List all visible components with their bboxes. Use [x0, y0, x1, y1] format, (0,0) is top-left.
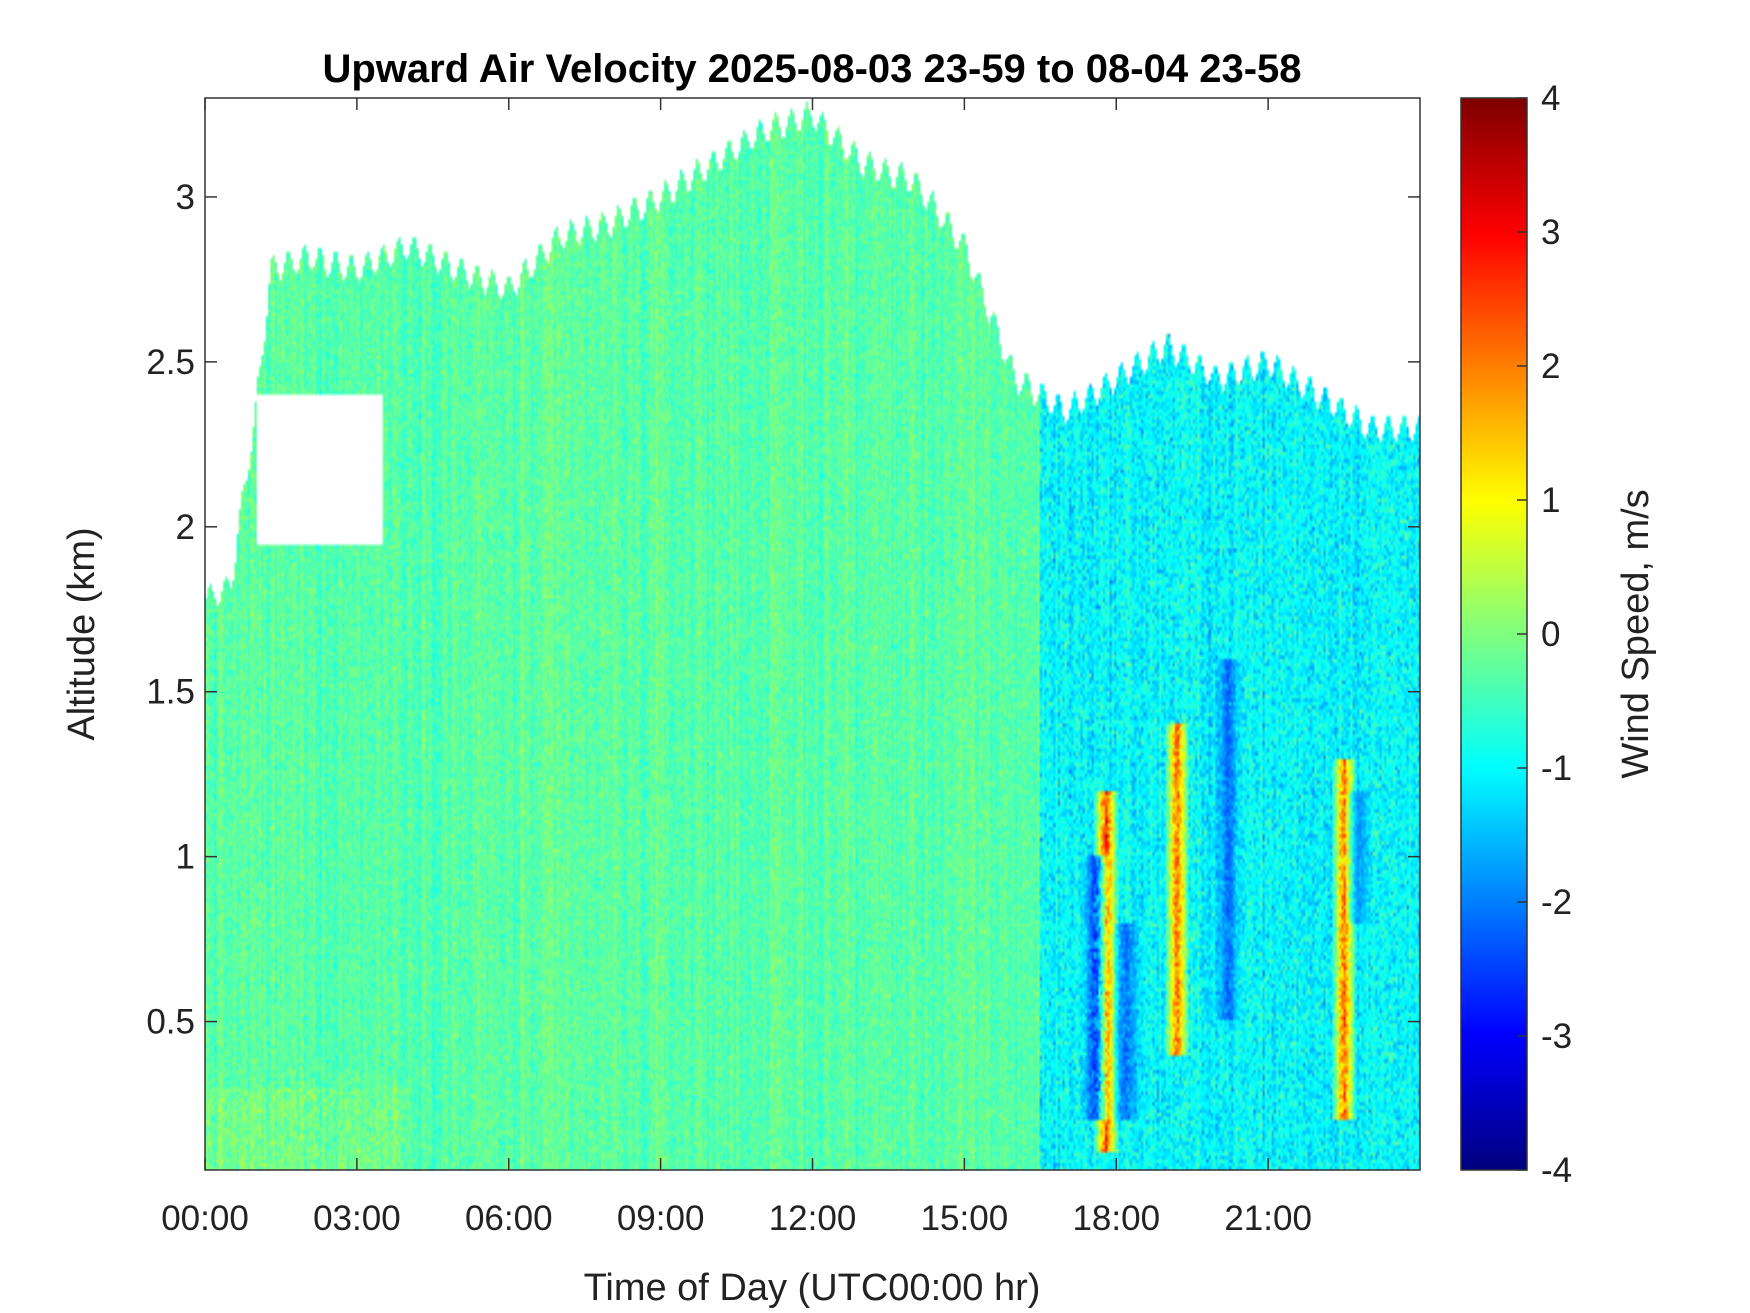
y-tick-label: 1	[176, 838, 195, 877]
x-tick-label: 03:00	[313, 1199, 401, 1238]
x-tick-label: 09:00	[617, 1199, 705, 1238]
colorbar-tick-label: 3	[1541, 213, 1560, 252]
colorbar: 4 3 2 1 0 -1 -2 -3 -4 Wind Speed, m/s	[1460, 79, 1657, 1190]
y-tick-label: 3	[176, 178, 195, 217]
y-tick-label: 2.5	[146, 343, 195, 382]
x-tick-label: 18:00	[1072, 1199, 1160, 1238]
plot-area: 00:00 03:00 06:00 09:00 12:00 15:00 18:00 21:00…	[146, 97, 1421, 1238]
colorbar-tick-label: 0	[1541, 615, 1560, 654]
colorbar-tick-label: 4	[1541, 79, 1560, 118]
colorbar-label: Wind Speed, m/s	[1615, 489, 1657, 778]
colorbar-ticks: 4 3 2 1 0 -1 -2 -3 -4	[1517, 79, 1572, 1190]
colorbar-tick-label: -2	[1541, 883, 1572, 922]
x-axis-label: Time of Day (UTC00:00 hr)	[584, 1267, 1041, 1309]
y-tick-label: 2	[176, 508, 195, 547]
x-tick-label: 15:00	[921, 1199, 1009, 1238]
x-tick-label: 12:00	[769, 1199, 857, 1238]
colorbar-tick-label: -3	[1541, 1017, 1572, 1056]
colorbar-tick-label: 1	[1541, 481, 1560, 520]
colorbar-tick-label: -1	[1541, 749, 1572, 788]
x-tick-label: 06:00	[465, 1199, 553, 1238]
colorbar-tick-label: -4	[1541, 1151, 1572, 1190]
x-tick-label: 21:00	[1224, 1199, 1312, 1238]
y-axis-label: Altitude (km)	[61, 527, 103, 740]
velocity-heatmap	[205, 98, 1420, 1170]
y-tick-label: 0.5	[146, 1003, 195, 1042]
x-tick-label: 00:00	[161, 1199, 249, 1238]
colorbar-gradient	[1461, 98, 1527, 1170]
y-tick-label: 1.5	[146, 673, 195, 712]
y-axis-ticks: 0.5 1 1.5 2 2.5 3	[146, 178, 1420, 1042]
colorbar-tick-label: 2	[1541, 347, 1560, 386]
chart-title: Upward Air Velocity 2025-08-03 23-59 to …	[322, 47, 1301, 91]
x-axis-ticks: 00:00 03:00 06:00 09:00 12:00 15:00 18:00 21:00	[161, 98, 1312, 1238]
